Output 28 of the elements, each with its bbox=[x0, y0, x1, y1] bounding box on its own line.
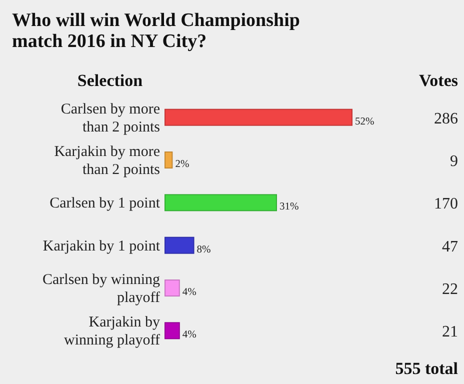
y-tick-label: Carlsen by more than 2 points bbox=[60, 101, 160, 136]
bar bbox=[164, 108, 352, 126]
data-label: 52% bbox=[355, 116, 374, 128]
y-tick-label: Carlsen by 1 point bbox=[50, 196, 161, 212]
y-tick-label: Karjakin by winning playoff bbox=[64, 314, 160, 349]
text: 22 bbox=[442, 281, 458, 298]
text: 47 bbox=[442, 238, 458, 256]
y-tick-label: Karjakin by more than 2 points bbox=[54, 144, 160, 178]
data-label: 4% bbox=[182, 330, 197, 341]
y-axis-title: Selection bbox=[77, 71, 144, 90]
data-label: 2% bbox=[175, 159, 190, 170]
text: 286 bbox=[434, 110, 458, 128]
bar bbox=[164, 236, 194, 254]
x-axis-title: Votes bbox=[418, 71, 458, 90]
bar bbox=[164, 194, 277, 212]
data-label: 4% bbox=[182, 287, 197, 298]
text: 170 bbox=[434, 196, 458, 213]
y-tick-label: Carlsen by winning playoff bbox=[42, 272, 160, 306]
data-label: 8% bbox=[196, 244, 212, 256]
chart-title: Who will win World Championship match 2016 in NY City? bbox=[12, 10, 300, 52]
bar bbox=[164, 322, 180, 340]
y-tick-label: Karjakin by 1 point bbox=[42, 238, 161, 254]
text: 9 bbox=[450, 153, 458, 170]
data-label: 31% bbox=[279, 202, 299, 213]
bar bbox=[164, 152, 173, 168]
text: 21 bbox=[442, 324, 458, 341]
text: 555 total bbox=[395, 359, 458, 378]
bar bbox=[164, 280, 180, 296]
